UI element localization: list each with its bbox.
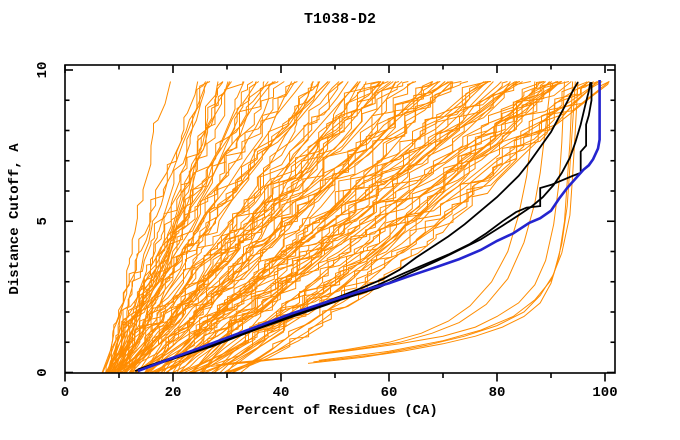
y-tick-label: 0	[35, 368, 51, 376]
ensemble-model-curve	[105, 81, 232, 373]
ensemble-model-curve	[113, 81, 329, 373]
ensemble-model-curve	[191, 81, 562, 373]
ensemble-model-curve	[176, 81, 523, 373]
x-tick-label: 100	[592, 385, 617, 401]
ensemble-model-curve	[172, 81, 502, 373]
ensemble-model-curve	[123, 81, 392, 373]
ensemble-model-curve	[161, 81, 489, 373]
low-outlier-models-curve	[318, 81, 579, 361]
x-tick-label: 80	[489, 385, 506, 401]
ensemble-model-curve	[149, 81, 440, 373]
ensemble-model-curve	[102, 81, 207, 373]
ensemble-model-curve	[110, 81, 343, 373]
low-outlier-models-curve	[216, 81, 565, 366]
ensemble-model-curve	[133, 81, 451, 373]
reference-model-2-curve	[140, 82, 593, 371]
ensemble-model-curve	[120, 81, 381, 373]
ensemble-model-curve	[219, 81, 562, 373]
x-tick-label: 60	[381, 385, 398, 401]
ensemble-model-curve	[228, 81, 589, 373]
ensemble-model-curve	[101, 81, 276, 373]
ensemble-model-curve	[110, 81, 329, 373]
ensemble-model-curve	[108, 81, 304, 373]
ensemble-model-curve	[201, 81, 562, 373]
ensemble-model-curve	[190, 81, 545, 373]
ensemble-model-curve	[192, 81, 550, 373]
ensemble-model-curve	[225, 81, 597, 373]
ensemble-model-curve	[119, 81, 314, 373]
ensemble-model-curve	[129, 81, 441, 373]
ensemble-model-curve	[113, 81, 171, 373]
ensemble-model-curve	[135, 81, 454, 373]
ensemble-model-curve	[124, 81, 384, 373]
axes-frame	[64, 64, 616, 374]
ensemble-model-curve	[137, 81, 403, 373]
ensemble-model-curve	[205, 81, 547, 373]
ensemble-model-curve	[199, 81, 559, 373]
x-tick-label: 40	[273, 385, 290, 401]
ensemble-model-curve	[135, 81, 417, 373]
ensemble-model-curve	[224, 81, 610, 373]
ensemble-model-curve	[144, 81, 469, 373]
ensemble-model-curve	[106, 81, 209, 373]
low-outlier-models-curve	[313, 81, 576, 363]
ensemble-model-curve	[131, 81, 449, 373]
chart-title: T1038-D2	[304, 11, 376, 28]
ensemble-model-curve	[232, 81, 588, 373]
y-tick-label: 5	[35, 217, 51, 225]
low-outlier-models-curve	[226, 81, 536, 364]
reference-model-3-curve	[134, 81, 592, 372]
ensemble-model-curve	[111, 81, 211, 373]
ensemble-model-curve	[119, 81, 344, 373]
ensemble-model-curve	[147, 81, 433, 373]
y-axis-label: Distance Cutoff, A	[7, 143, 23, 295]
ensemble-model-curve	[121, 81, 349, 373]
ensemble-model-curve	[172, 81, 511, 373]
plot-area: 0 20 40 60 80 100 0 5 10	[35, 62, 618, 401]
ensemble-model-curve	[109, 81, 285, 373]
ensemble-model-curve	[111, 81, 359, 373]
x-tick-label: 20	[165, 385, 182, 401]
ensemble-model-curve	[202, 81, 590, 373]
ensemble-model-curve	[107, 81, 269, 373]
x-axis-label: Percent of Residues (CA)	[236, 403, 438, 419]
ensemble-model-curve	[128, 81, 382, 373]
ensemble-model-curve	[179, 81, 521, 373]
ensemble-model-curve	[108, 81, 208, 373]
ensemble-model-curve	[240, 81, 610, 373]
y-tick-label: 10	[35, 62, 51, 79]
ensemble-model-curve	[145, 81, 446, 373]
ensemble-model-curve	[130, 81, 361, 373]
ensemble-model-curve	[124, 81, 319, 373]
highlighted-model-curve	[137, 80, 601, 373]
ensemble-model-curve	[126, 81, 394, 373]
x-tick-label: 0	[61, 385, 69, 401]
